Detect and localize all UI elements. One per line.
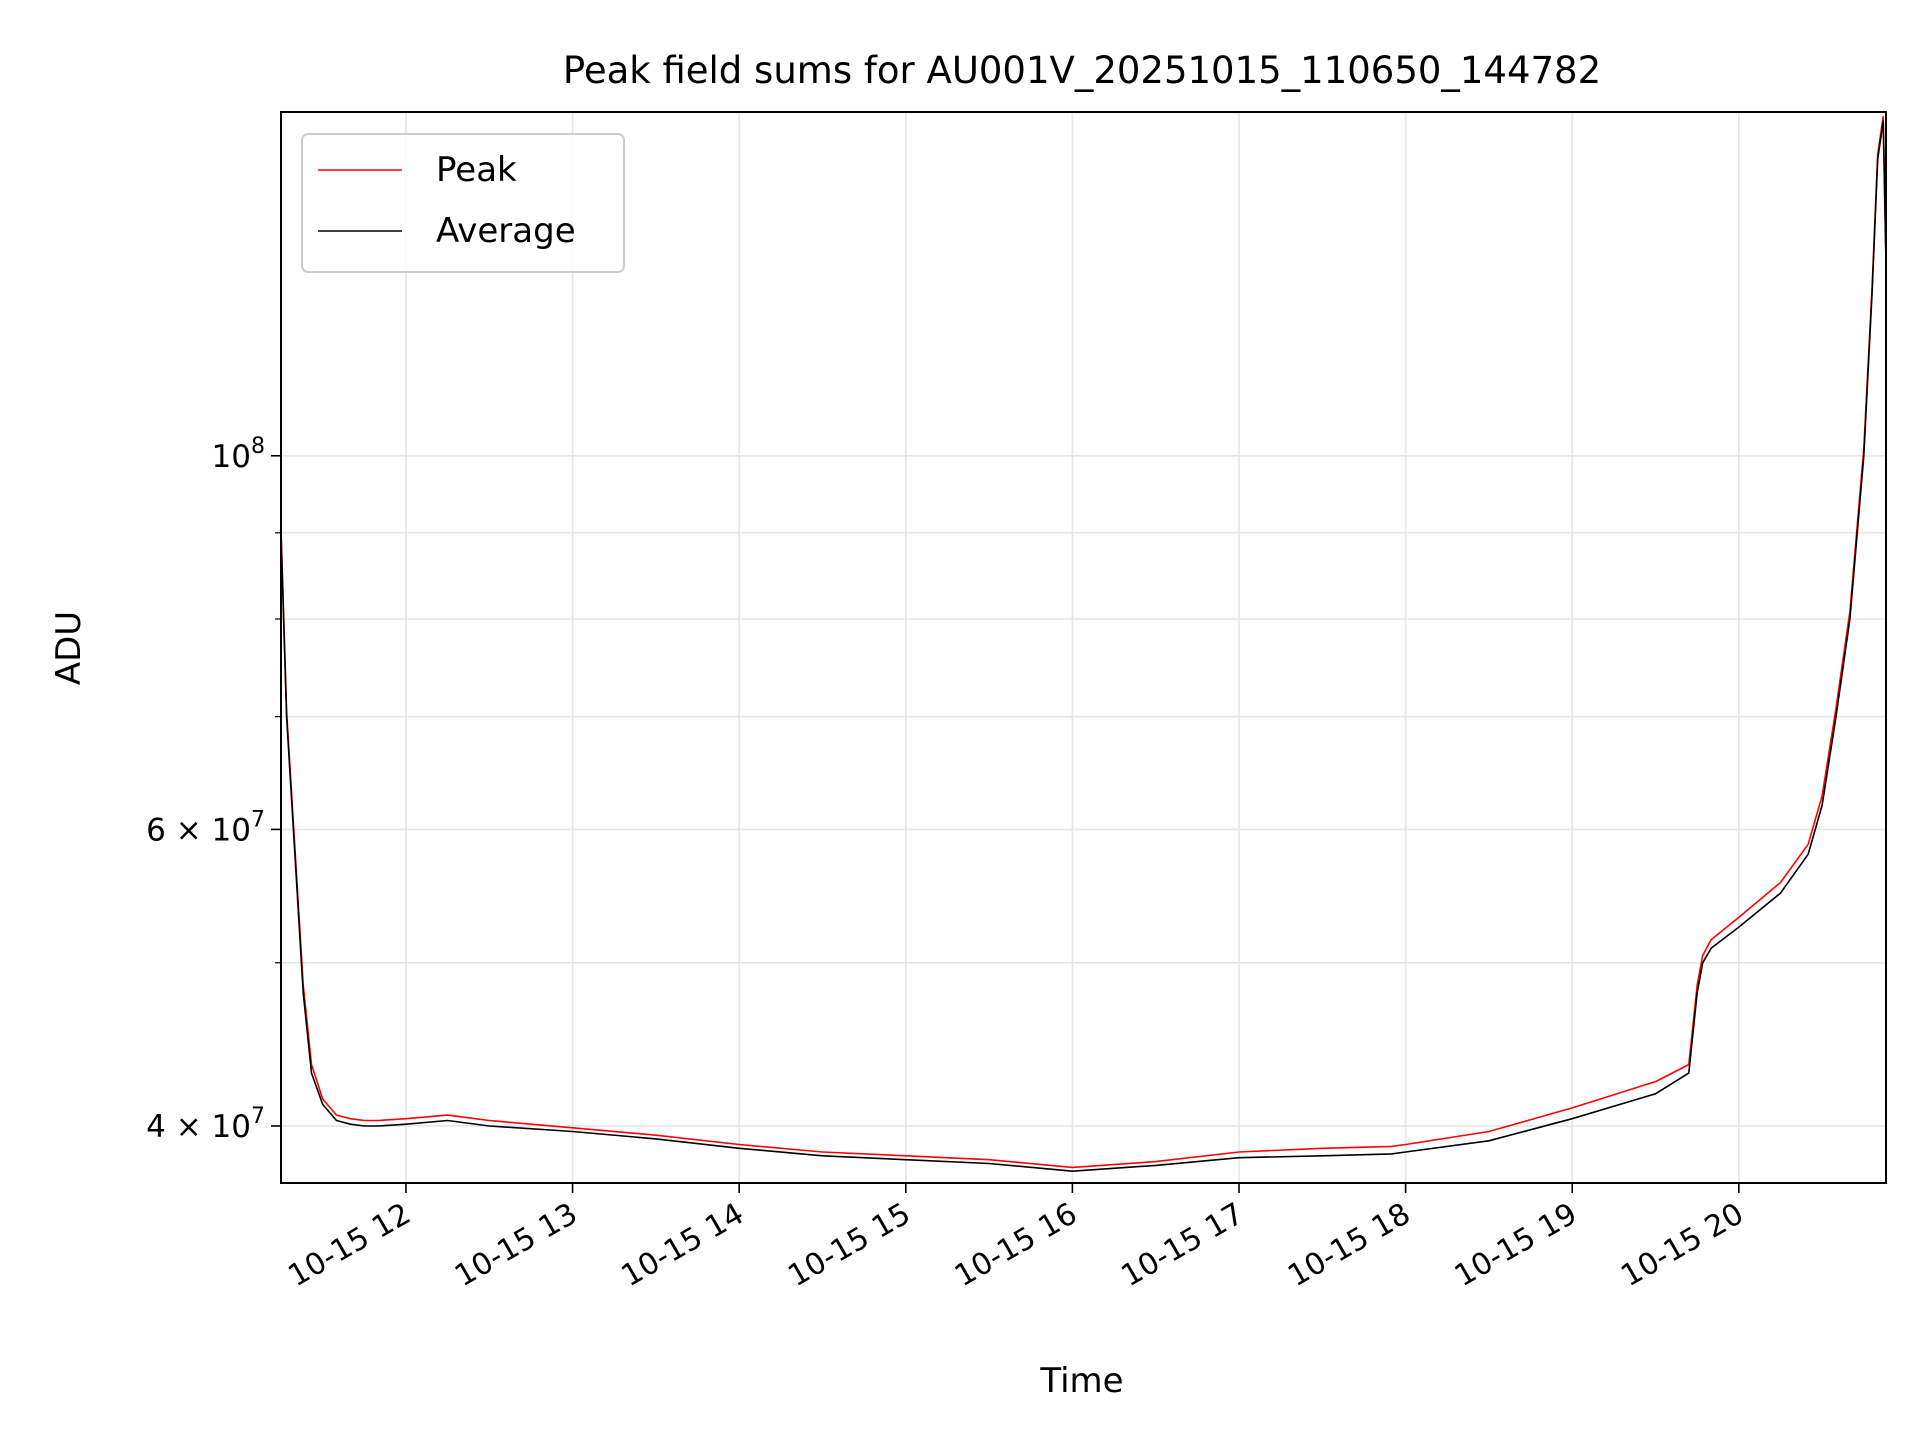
series-line-average — [281, 120, 1886, 1172]
chart-title: Peak field sums for AU001V_20251015_1106… — [563, 49, 1601, 92]
y-tick-base: 4 — [146, 1109, 166, 1145]
x-tick-label: 10-15 18 — [1282, 1196, 1416, 1294]
series-line-peak — [281, 115, 1886, 1169]
y-tick-exponent: 7 — [251, 1104, 265, 1129]
x-tick-label: 10-15 19 — [1449, 1196, 1583, 1294]
y-tick-exponent: 8 — [251, 434, 265, 459]
x-tick-label: 10-15 14 — [616, 1196, 750, 1294]
legend-label-average: Average — [436, 211, 576, 251]
x-tick-label: 10-15 16 — [949, 1196, 1083, 1294]
x-tick-label: 10-15 13 — [449, 1196, 583, 1294]
x-tick-label: 10-15 12 — [282, 1196, 416, 1294]
x-tick-label: 10-15 20 — [1615, 1196, 1749, 1294]
y-tick-ten: 10 — [212, 812, 251, 848]
y-tick-ten: 10 — [212, 1109, 251, 1145]
y-tick-label: 6 × 107 — [146, 807, 265, 848]
legend-label-peak: Peak — [436, 150, 517, 190]
y-tick-label: 4 × 107 — [146, 1104, 265, 1145]
x-axis: 10-15 12 10-15 13 10-15 14 10-15 15 10-15 16… — [282, 1183, 1750, 1294]
y-tick-exponent: 7 — [251, 807, 265, 832]
x-tick-label: 10-15 17 — [1115, 1196, 1249, 1294]
plot-frame — [280, 111, 1887, 1184]
legend-box — [301, 133, 625, 273]
y-axis-label: ADU — [49, 611, 89, 685]
y-tick-times: × — [166, 1109, 212, 1145]
y-tick-base: 6 — [146, 812, 166, 848]
legend: Peak Average — [301, 133, 625, 273]
y-tick-ten: 10 — [212, 439, 251, 475]
series-layer — [281, 115, 1886, 1172]
grid — [281, 112, 1886, 1183]
y-tick-times: × — [166, 812, 212, 848]
x-tick-label: 10-15 15 — [782, 1196, 916, 1294]
x-axis-label: Time — [1039, 1361, 1123, 1401]
y-tick-label: 108 — [212, 434, 265, 475]
